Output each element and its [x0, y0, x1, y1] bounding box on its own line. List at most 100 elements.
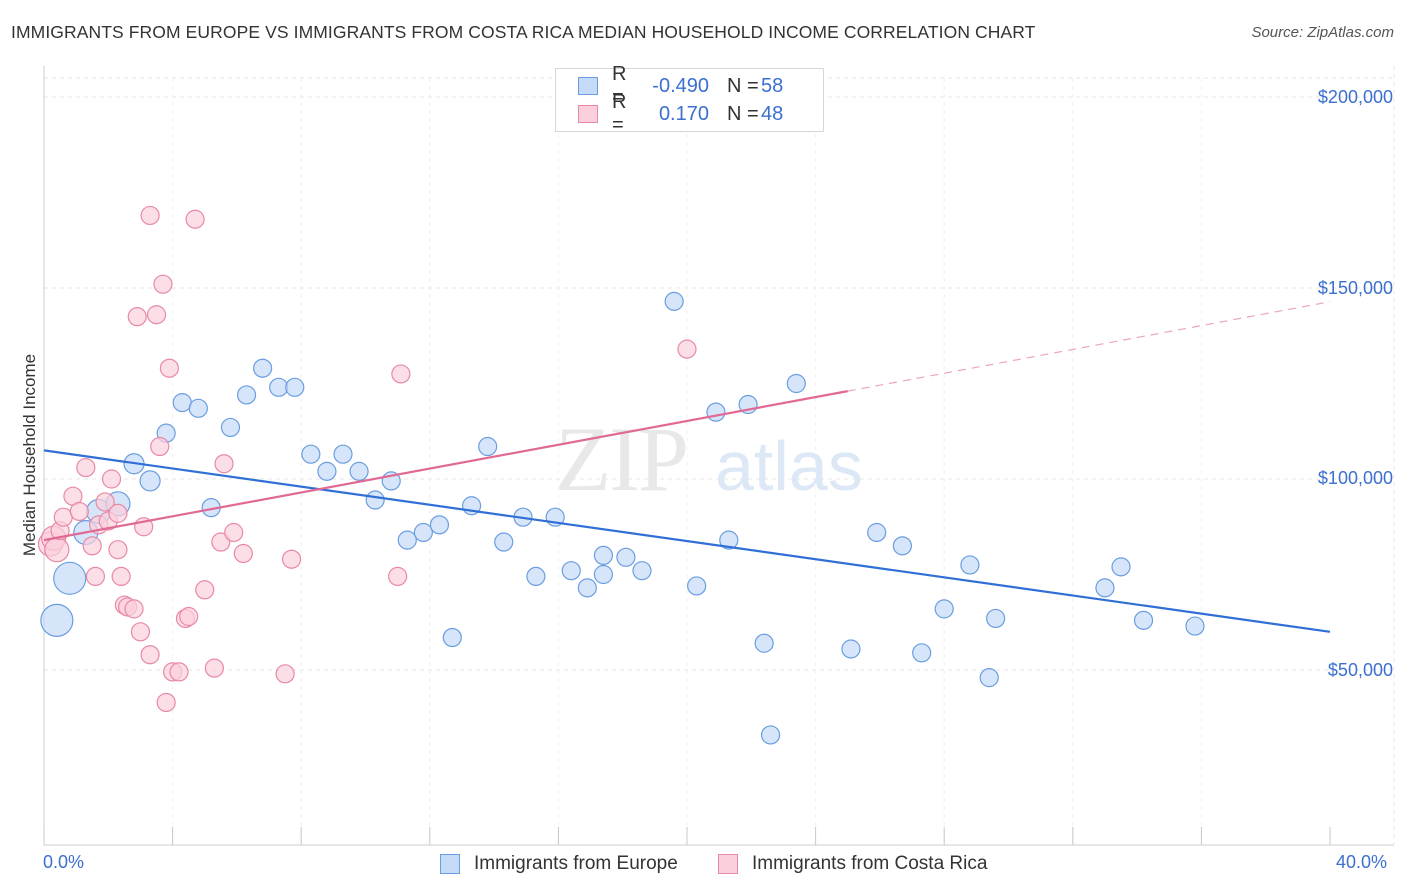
legend-swatch-europe: [440, 854, 460, 874]
europe-point: [172, 393, 192, 413]
europe-point: [40, 603, 74, 637]
y-tick-label-50000: $50,000: [1327, 660, 1393, 680]
legend-n-value: 58: [761, 74, 784, 97]
costarica-point: [130, 622, 151, 642]
costarica-point: [156, 692, 176, 713]
legend-r-label: R =: [612, 91, 627, 136]
europe-point: [577, 578, 597, 598]
europe-point: [1185, 616, 1205, 636]
europe-point: [1095, 578, 1115, 598]
europe-point: [365, 490, 385, 510]
costarica-point: [185, 209, 205, 229]
europe-point: [632, 561, 652, 581]
europe-point: [442, 627, 462, 648]
x-tick-label-end: 40.0%: [1336, 852, 1388, 872]
chart-title: IMMIGRANTS FROM EUROPE VS IMMIGRANTS FRO…: [11, 22, 1036, 42]
costarica-point: [127, 307, 147, 327]
europe-point: [139, 470, 161, 492]
europe-point: [719, 530, 739, 550]
europe-point: [616, 547, 636, 567]
europe-point: [269, 377, 289, 397]
costarica-point: [275, 664, 295, 684]
europe-point: [687, 576, 707, 596]
costarica-point: [153, 274, 173, 294]
europe-point: [253, 358, 273, 378]
europe-point: [912, 643, 932, 663]
trend-line-costarica: [43, 390, 848, 542]
europe-point: [960, 555, 980, 575]
costarica-point: [204, 658, 224, 678]
legend-swatch-europe: [578, 77, 598, 95]
costarica-point: [391, 364, 411, 384]
watermark-atlas: atlas: [715, 427, 863, 505]
europe-point: [1111, 557, 1131, 577]
costarica-point: [233, 543, 253, 564]
europe-point: [892, 536, 913, 556]
trend-line-europe: [43, 449, 1331, 633]
costarica-point: [69, 501, 89, 522]
legend-r-label: R =: [612, 63, 627, 108]
legend-row-europe: R = -0.490 N = 58: [578, 63, 784, 108]
europe-point: [841, 639, 861, 659]
costarica-point: [224, 522, 244, 543]
europe-point: [285, 377, 305, 397]
costarica-point: [108, 540, 128, 560]
costarica-point: [53, 507, 73, 527]
europe-point: [494, 532, 514, 552]
costarica-point: [150, 436, 170, 457]
europe-point: [593, 564, 614, 585]
europe-point: [786, 373, 806, 394]
costarica-point: [44, 537, 70, 563]
axes: [43, 66, 1395, 846]
costarica-point: [281, 549, 302, 569]
costarica-point: [146, 305, 167, 325]
costarica-point: [169, 662, 189, 682]
europe-point: [526, 566, 546, 587]
costarica-point: [388, 566, 408, 587]
costarica-point: [95, 492, 115, 512]
costarica-point: [195, 580, 215, 600]
europe-point: [867, 522, 887, 543]
europe-point: [301, 444, 321, 464]
europe-point: [429, 515, 450, 535]
legend-swatch-costarica: [578, 105, 598, 123]
correlation-legend: R = -0.490 N = 58 R = 0.170 N = 48: [555, 63, 824, 136]
y-tick-label-100000: $100,000: [1317, 468, 1393, 488]
europe-point: [986, 608, 1006, 629]
legend-label-europe: Immigrants from Europe: [474, 853, 678, 874]
y-axis-title: Median Household Income: [20, 353, 39, 557]
costarica-point: [140, 645, 160, 665]
legend-swatch-costarica: [718, 854, 738, 874]
legend-row-costarica: R = 0.170 N = 48: [578, 91, 783, 136]
europe-point: [664, 291, 684, 311]
europe-point: [333, 444, 353, 464]
costarica-point: [76, 457, 96, 478]
legend-item-costarica[interactable]: Immigrants from Costa Rica: [718, 851, 987, 877]
legend-item-europe[interactable]: Immigrants from Europe: [440, 851, 678, 877]
europe-point: [236, 385, 257, 405]
trend-line-costarica-dashed: [847, 301, 1331, 392]
europe-point: [754, 633, 774, 653]
europe-point: [349, 461, 369, 481]
europe-point: [317, 461, 337, 481]
y-tick-label-200000: $200,000: [1317, 87, 1393, 107]
europe-point: [397, 530, 417, 550]
europe-point: [1133, 610, 1154, 630]
costarica-point: [124, 599, 144, 619]
legend-label-costarica: Immigrants from Costa Rica: [752, 853, 988, 874]
europe-point: [53, 561, 87, 595]
y-tick-label-150000: $150,000: [1317, 278, 1393, 298]
watermark-zip: ZIP: [555, 408, 687, 510]
europe-point: [413, 522, 433, 543]
europe-point: [760, 725, 781, 745]
europe-point: [934, 599, 954, 619]
x-tick-label-start: 0.0%: [43, 852, 85, 872]
europe-point: [561, 561, 581, 581]
europe-point: [478, 436, 498, 457]
europe-point: [593, 545, 614, 566]
europe-point: [220, 417, 241, 438]
europe-point: [188, 398, 208, 418]
series-europe-points: [40, 291, 1205, 745]
costarica-point: [82, 536, 102, 556]
costarica-point: [101, 469, 122, 489]
